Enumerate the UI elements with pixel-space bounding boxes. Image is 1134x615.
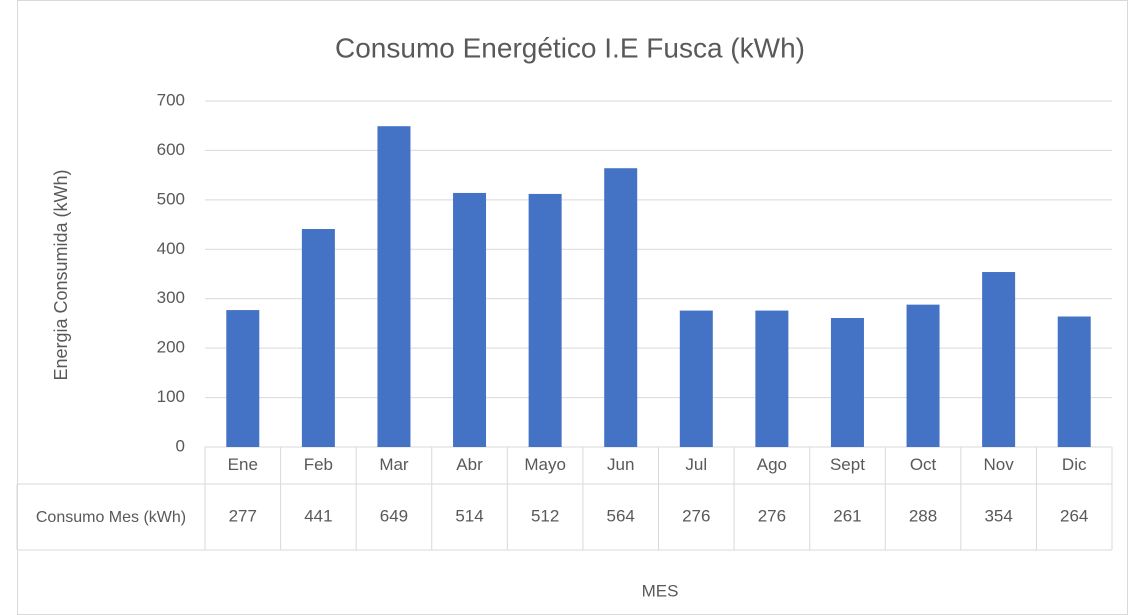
- table-value: 276: [682, 506, 710, 525]
- x-tick-label: Ene: [228, 455, 258, 474]
- table-value: 514: [455, 506, 483, 525]
- bar: [679, 310, 713, 447]
- table-value: 512: [531, 506, 559, 525]
- table-value: 564: [607, 506, 635, 525]
- table-value: 288: [909, 506, 937, 525]
- y-tick-label: 600: [157, 140, 185, 159]
- bar: [377, 126, 411, 448]
- table-value: 277: [229, 506, 257, 525]
- table-value: 261: [833, 506, 861, 525]
- x-axis-label: MES: [642, 581, 679, 600]
- table-value: 441: [304, 506, 332, 525]
- x-tick-label: Jul: [685, 455, 707, 474]
- table-value: 649: [380, 506, 408, 525]
- y-tick-label: 400: [157, 239, 185, 258]
- bar: [301, 229, 335, 447]
- legend-entry: Consumo Mes (kWh): [35, 508, 187, 526]
- y-tick-label: 200: [157, 338, 185, 357]
- x-tick-label: Jun: [607, 455, 634, 474]
- bar: [604, 168, 638, 448]
- bar: [528, 193, 562, 447]
- chart-title: Consumo Energético I.E Fusca (kWh): [335, 32, 805, 63]
- x-tick-label: Sept: [830, 455, 865, 474]
- x-tick-label: Nov: [984, 455, 1015, 474]
- bar: [906, 304, 940, 447]
- y-tick-label: 300: [157, 288, 185, 307]
- x-tick-label: Feb: [304, 455, 333, 474]
- chart-border: [17, 0, 1128, 615]
- bar: [830, 317, 864, 447]
- x-tick-label: Ago: [757, 455, 787, 474]
- bar: [982, 272, 1016, 447]
- bar: [226, 310, 260, 447]
- table-value: 264: [1060, 506, 1088, 525]
- x-tick-label: Abr: [456, 455, 483, 474]
- y-tick-label: 0: [176, 436, 185, 455]
- y-axis-label: Energia Consumida (kWh): [51, 169, 71, 380]
- y-tick-label: 700: [157, 90, 185, 109]
- table-value: 276: [758, 506, 786, 525]
- bar: [755, 310, 789, 447]
- y-tick-label: 100: [157, 387, 185, 406]
- bar: [453, 192, 487, 447]
- bar: [1057, 316, 1091, 447]
- x-tick-label: Mar: [379, 455, 409, 474]
- x-tick-label: Dic: [1062, 455, 1087, 474]
- y-tick-label: 500: [157, 189, 185, 208]
- x-tick-label: Mayo: [524, 455, 566, 474]
- table-value: 354: [984, 506, 1012, 525]
- x-tick-label: Oct: [910, 455, 937, 474]
